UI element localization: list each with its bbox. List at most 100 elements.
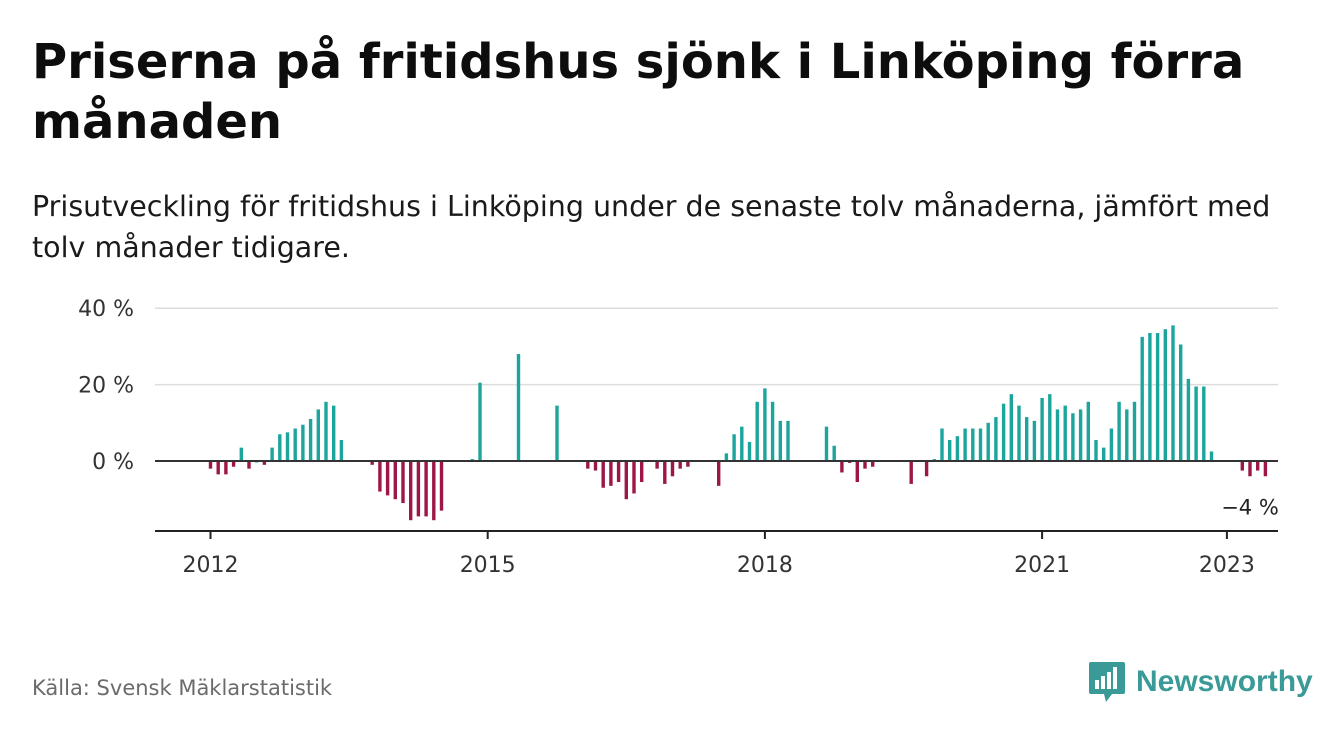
bar [1102, 447, 1106, 461]
bars [208, 325, 1268, 521]
bar [1171, 325, 1175, 461]
bar [324, 401, 328, 461]
bar [747, 441, 752, 461]
bar [301, 424, 305, 461]
bar [1140, 336, 1144, 461]
bar [308, 418, 313, 461]
grid-lines [155, 307, 1278, 386]
x-tick-label: 2021 [1014, 553, 1070, 578]
bar [1163, 329, 1167, 461]
bar [224, 461, 228, 475]
bar [593, 461, 598, 471]
bar [609, 461, 613, 486]
bar [994, 417, 998, 461]
bar [1032, 420, 1037, 461]
bar [770, 401, 775, 461]
bar [393, 461, 397, 500]
bar [262, 461, 267, 465]
bar [247, 461, 251, 469]
bar [986, 422, 990, 461]
x-tick-label: 2015 [460, 553, 516, 578]
bar [632, 461, 636, 494]
x-tick-label: 2023 [1199, 553, 1255, 578]
bar [824, 426, 829, 461]
bar [409, 461, 413, 521]
bar [640, 461, 644, 483]
bar [401, 461, 405, 504]
bar [1186, 378, 1191, 461]
newsworthy-logo: Newsworthy [1088, 660, 1313, 704]
bar-chart: 0 % 20 % 40 % 2012 2015 2018 2021 2023 −4 % [78, 297, 1279, 578]
bar [732, 434, 736, 461]
last-value-label: −4 % [1221, 495, 1279, 519]
bar [978, 428, 983, 461]
bar [663, 461, 667, 484]
bar [239, 447, 243, 461]
bar [1117, 401, 1121, 461]
bar [1017, 405, 1021, 461]
bar [1040, 397, 1044, 461]
bar [616, 461, 621, 483]
bar [948, 439, 952, 461]
bar [763, 388, 767, 461]
bar [378, 461, 382, 492]
bar [316, 409, 320, 461]
bar [1078, 409, 1083, 461]
bar [924, 461, 929, 477]
bar [1240, 461, 1244, 471]
bar [208, 461, 213, 469]
bar [1009, 394, 1013, 461]
bar [971, 428, 975, 461]
source-note: Källa: Svensk Mäklarstatistik [32, 676, 333, 700]
bar [678, 461, 682, 469]
bar [655, 461, 659, 469]
bar [601, 461, 605, 488]
bar [724, 453, 729, 461]
bar [1132, 401, 1137, 461]
bar [963, 428, 967, 461]
bar [855, 461, 859, 483]
bar [1194, 386, 1198, 461]
bar [1209, 451, 1214, 461]
bar [516, 354, 521, 461]
bar [832, 445, 836, 461]
bar [840, 461, 844, 473]
bar [624, 461, 628, 500]
bar [1055, 409, 1060, 461]
bar [1148, 333, 1152, 461]
bar [670, 461, 675, 477]
bar [285, 432, 290, 461]
bar [778, 420, 782, 461]
bar [755, 401, 759, 461]
bar [1063, 405, 1067, 461]
x-axis-labels: 2012 2015 2018 2021 2023 [183, 531, 1255, 578]
bar [1202, 386, 1206, 461]
chart-title: Priserna på fritidshus sjönk i Linköping… [32, 34, 1245, 150]
bar [439, 461, 444, 511]
bar [1263, 461, 1268, 477]
bar [909, 461, 913, 484]
bar [1155, 333, 1160, 461]
bar [940, 428, 944, 461]
bar [871, 461, 875, 467]
bar [370, 461, 374, 465]
bar [416, 461, 421, 517]
chart-subtitle: Prisutveckling för fritidshus i Linköpin… [32, 190, 1271, 264]
y-tick-label: 20 % [78, 374, 134, 399]
bar [786, 420, 790, 461]
x-tick-label: 2012 [183, 553, 239, 578]
axes [155, 460, 1278, 532]
bar [586, 461, 590, 469]
bar [1086, 401, 1090, 461]
bar [1256, 461, 1260, 471]
x-tick-label: 2018 [737, 553, 793, 578]
bar [686, 461, 690, 467]
bar [424, 461, 428, 517]
bar [1001, 403, 1006, 461]
bar [278, 434, 282, 461]
bar [740, 426, 744, 461]
bar [863, 461, 867, 469]
bar [1048, 394, 1052, 461]
bar [231, 461, 236, 467]
bar [1179, 344, 1183, 461]
